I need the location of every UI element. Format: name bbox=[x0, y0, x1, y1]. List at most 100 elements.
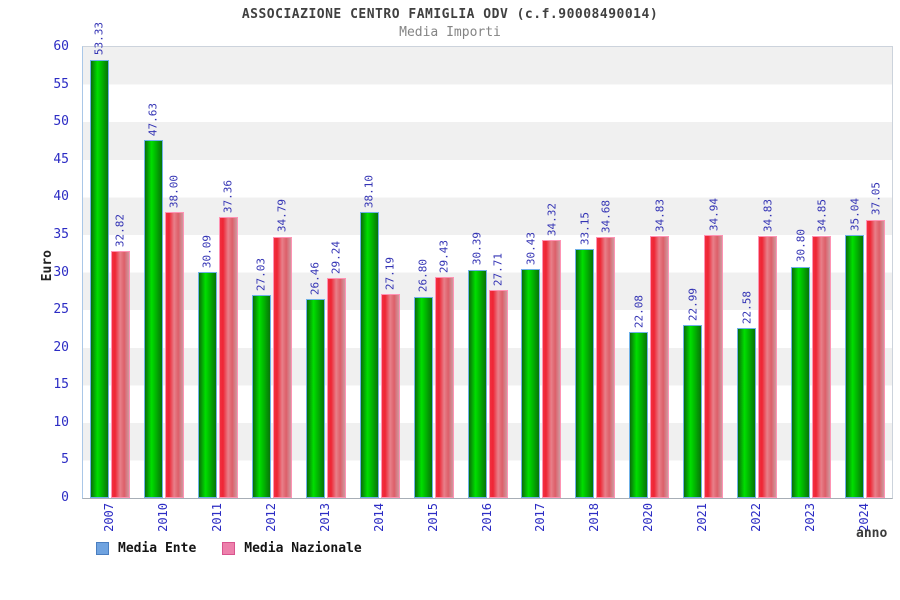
legend-swatch-icon bbox=[222, 542, 236, 555]
y-tick-label: 30 bbox=[53, 264, 69, 280]
y-axis-label: Euro bbox=[40, 250, 55, 282]
value-label: 38.10 bbox=[362, 174, 376, 208]
x-tick-label: 2023 bbox=[803, 503, 818, 532]
bar-media-nazionale[interactable] bbox=[218, 217, 238, 498]
bar-media-ente[interactable] bbox=[683, 325, 703, 498]
bar-media-nazionale[interactable] bbox=[542, 240, 562, 498]
x-tick-label: 2016 bbox=[479, 503, 494, 532]
value-label: 38.00 bbox=[167, 175, 181, 209]
legend-label: Media Ente bbox=[118, 541, 197, 556]
barwrap: 47.63 bbox=[143, 47, 163, 498]
bar-media-ente[interactable] bbox=[791, 266, 811, 498]
barwrap: 29.43 bbox=[434, 47, 454, 498]
value-label: 34.79 bbox=[275, 199, 289, 233]
bar-media-ente[interactable] bbox=[251, 294, 271, 498]
y-tick-label: 45 bbox=[53, 151, 69, 167]
x-tick-cell: 2013 bbox=[298, 503, 352, 541]
barwrap: 30.43 bbox=[521, 47, 541, 498]
bar-media-ente[interactable] bbox=[467, 269, 487, 498]
x-tick-cell: 2023 bbox=[783, 503, 837, 541]
barwrap: 38.00 bbox=[164, 47, 184, 498]
value-label: 37.36 bbox=[221, 180, 235, 214]
bar-group-2018: 33.15 34.68 bbox=[568, 47, 622, 498]
bar-media-ente[interactable] bbox=[143, 139, 163, 498]
value-label: 26.80 bbox=[416, 259, 430, 293]
legend-item-media-nazionale[interactable]: Media Nazionale bbox=[222, 541, 362, 556]
bar-media-ente[interactable] bbox=[575, 248, 595, 498]
bar-group-2023: 30.80 34.85 bbox=[784, 47, 838, 498]
x-tick-cell: 2014 bbox=[352, 503, 406, 541]
plot-area: 53.33 32.82 47.63 38.00 30.09 37.36 27.03 34.79… bbox=[82, 22, 893, 499]
barwrap: 35.04 bbox=[845, 47, 865, 498]
value-label: 34.83 bbox=[653, 199, 667, 233]
barwrap: 30.39 bbox=[467, 47, 487, 498]
x-axis-label: anno bbox=[856, 526, 888, 541]
x-tick-cell: 2012 bbox=[244, 503, 298, 541]
bar-media-nazionale[interactable] bbox=[110, 251, 130, 498]
bar-media-nazionale[interactable] bbox=[704, 235, 724, 498]
bar-group-2016: 30.39 27.71 bbox=[461, 47, 515, 498]
bar-group-2022: 22.58 34.83 bbox=[730, 47, 784, 498]
bar-media-ente[interactable] bbox=[89, 59, 109, 498]
x-tick-cell: 2011 bbox=[190, 503, 244, 541]
bar-media-nazionale[interactable] bbox=[326, 278, 346, 498]
value-label: 35.04 bbox=[848, 197, 862, 231]
x-tick-label: 2013 bbox=[317, 503, 332, 532]
barwrap: 34.32 bbox=[542, 47, 562, 498]
value-label: 33.15 bbox=[578, 211, 592, 245]
x-tick-cell: 2017 bbox=[514, 503, 568, 541]
bar-media-ente[interactable] bbox=[359, 211, 379, 498]
y-tick-label: 0 bbox=[61, 490, 69, 505]
barwrap: 53.33 bbox=[89, 22, 109, 498]
x-tick-label: 2021 bbox=[695, 503, 710, 532]
x-tick-label: 2022 bbox=[749, 503, 764, 532]
bar-media-ente[interactable] bbox=[197, 271, 217, 498]
barwrap: 30.80 bbox=[791, 47, 811, 498]
value-label: 34.32 bbox=[545, 202, 559, 237]
barwrap: 22.99 bbox=[683, 47, 703, 498]
bar-media-nazionale[interactable] bbox=[812, 236, 832, 498]
legend-swatch-icon bbox=[96, 542, 109, 555]
bar-group-2021: 22.99 34.94 bbox=[676, 47, 730, 498]
bar-media-nazionale[interactable] bbox=[758, 236, 778, 498]
value-label: 29.43 bbox=[437, 239, 451, 273]
value-label: 30.80 bbox=[794, 229, 808, 263]
bar-media-nazionale[interactable] bbox=[164, 212, 184, 498]
y-tick-label: 10 bbox=[53, 414, 69, 430]
bar-media-ente[interactable] bbox=[521, 269, 541, 498]
value-label: 34.85 bbox=[815, 198, 829, 233]
x-tick-cell: 2021 bbox=[675, 503, 729, 541]
x-tick-label: 2015 bbox=[425, 503, 440, 532]
x-tick-cell: 2016 bbox=[460, 503, 514, 541]
bar-group-2020: 22.08 34.83 bbox=[622, 47, 676, 498]
value-label: 30.39 bbox=[470, 232, 484, 266]
bar-media-ente[interactable] bbox=[845, 234, 865, 498]
barwrap: 26.80 bbox=[413, 47, 433, 498]
x-tick-label: 2020 bbox=[641, 503, 656, 532]
bar-media-ente[interactable] bbox=[737, 328, 757, 498]
value-label: 47.63 bbox=[146, 102, 160, 136]
legend-item-media-ente[interactable]: Media Ente bbox=[96, 541, 196, 556]
barwrap: 34.83 bbox=[650, 47, 670, 498]
bar-media-nazionale[interactable] bbox=[488, 289, 508, 498]
value-label: 34.68 bbox=[599, 200, 613, 234]
bar-media-ente[interactable] bbox=[629, 332, 649, 498]
bar-media-nazionale[interactable] bbox=[272, 236, 292, 498]
bar-media-nazionale[interactable] bbox=[650, 236, 670, 498]
barwrap: 37.36 bbox=[218, 47, 238, 498]
bar-media-nazionale[interactable] bbox=[380, 293, 400, 498]
bar-media-nazionale[interactable] bbox=[866, 219, 886, 498]
barwrap: 27.03 bbox=[251, 47, 271, 498]
y-tick-label: 5 bbox=[61, 452, 69, 468]
x-tick-label: 2012 bbox=[263, 503, 278, 532]
x-axis-ticks: 2007 2010 2011 2012 2013 2014 2015 2016 2017 2018… bbox=[82, 503, 891, 541]
bar-media-nazionale[interactable] bbox=[434, 276, 454, 498]
bar-media-ente[interactable] bbox=[305, 299, 325, 498]
bar-media-ente[interactable] bbox=[413, 296, 433, 498]
bar-media-nazionale[interactable] bbox=[596, 237, 616, 498]
x-tick-label: 2017 bbox=[533, 503, 548, 532]
y-tick-label: 55 bbox=[53, 76, 69, 92]
barwrap: 27.71 bbox=[488, 47, 508, 498]
x-tick-label: 2018 bbox=[587, 503, 602, 532]
